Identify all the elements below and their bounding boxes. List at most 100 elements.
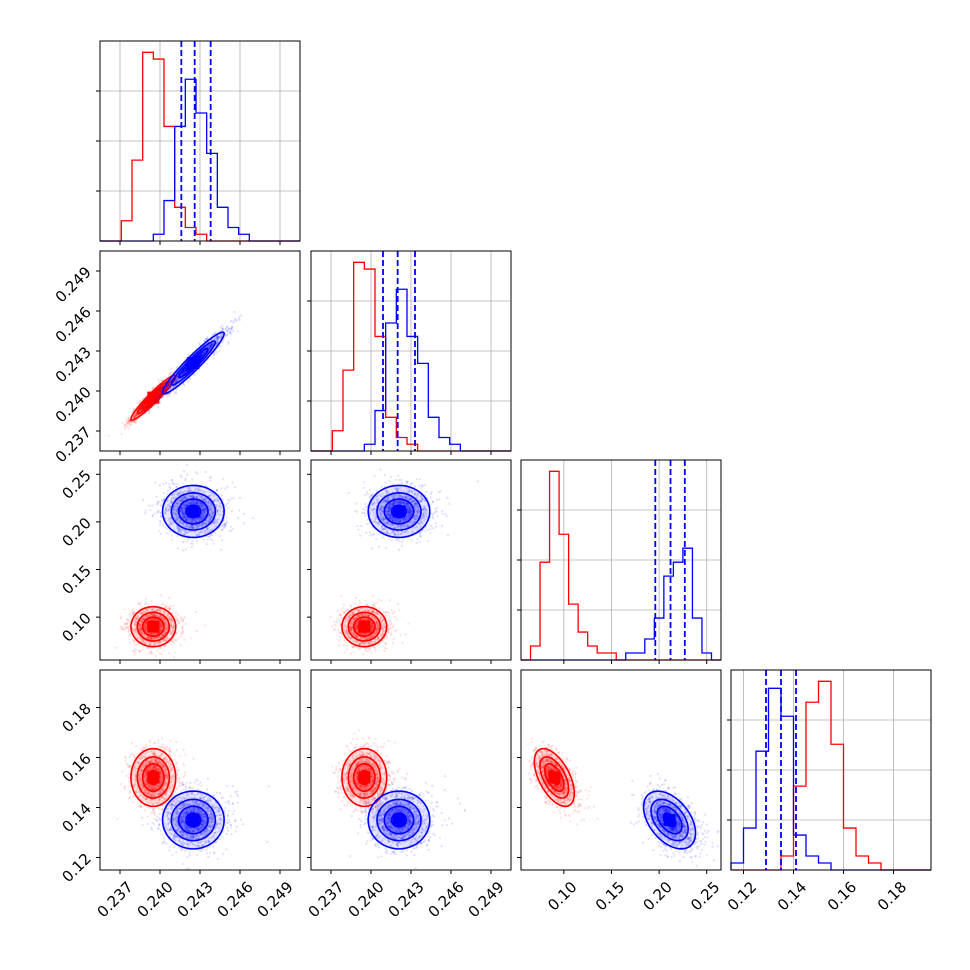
x-tick-label: 0.243 (385, 878, 428, 921)
y-tick-label: 0.237 (52, 423, 95, 466)
contour-series_a (352, 616, 376, 637)
contour-series_a (141, 762, 165, 793)
contour-series_b (662, 812, 677, 828)
y-tick-label: 0.15 (58, 562, 94, 598)
histogram-series_a (731, 680, 931, 871)
y-tick-label: 0.20 (58, 514, 94, 550)
scatter-content (329, 468, 479, 656)
contour-series_a (141, 386, 165, 410)
x-tick-label: 0.10 (544, 878, 580, 914)
contour-series_b (185, 504, 202, 519)
x-tick-label: 0.18 (874, 878, 910, 914)
panel-frame (520, 669, 722, 871)
density-peak-series_a (147, 771, 160, 784)
x-tick-label: 0.14 (774, 878, 810, 914)
y-tick-label: 0.243 (52, 343, 95, 386)
contour-series_b (177, 805, 209, 835)
x-tick-label: 0.240 (345, 878, 388, 921)
contour-series_a (147, 769, 160, 786)
contour-series_b (383, 498, 415, 525)
contour-series_b (170, 492, 217, 531)
contour-series_a (341, 605, 388, 648)
contour-series_a (347, 611, 382, 642)
contour-series_a (347, 756, 382, 799)
y-tick-label: 0.18 (58, 700, 94, 736)
x-tick-label: 0.249 (254, 878, 297, 921)
contour-series_b (376, 492, 422, 531)
contour-series_a (136, 611, 171, 642)
x-tick-label: 0.249 (465, 878, 508, 921)
scatter-panel-3-2 (520, 669, 722, 871)
contour-series_a (130, 747, 177, 808)
scatter-content (116, 737, 271, 870)
contour-series_a (548, 769, 560, 786)
panel-frame (520, 459, 722, 661)
x-tick-label: 0.12 (724, 878, 760, 914)
y-tick-label: 0.246 (52, 303, 95, 346)
histogram-panel-1 (307, 250, 512, 452)
contour-series_b (367, 790, 431, 850)
contour-series_a (358, 621, 371, 633)
contour-series_a (147, 621, 160, 633)
scatter-content (114, 463, 255, 659)
y-tick-label: 0.16 (58, 750, 94, 786)
contour-series_a (539, 756, 570, 799)
x-tick-label: 0.237 (305, 878, 348, 921)
x-tick-label: 0.15 (592, 878, 628, 914)
scatter-content (331, 729, 467, 870)
x-tick-label: 0.246 (425, 878, 468, 921)
y-tick-label: 0.10 (58, 609, 94, 645)
y-tick-label: 0.240 (52, 383, 95, 426)
contour-series_a (136, 756, 171, 799)
scatter-panel-3-1 (310, 669, 512, 871)
contour-series_a (358, 769, 371, 786)
scatter-content (107, 310, 243, 437)
histogram-panel-3 (727, 669, 932, 871)
contour-series_b (161, 790, 225, 850)
density-peak-series_b (187, 505, 200, 518)
panel-frame (730, 669, 932, 871)
histogram-series_a (521, 470, 721, 661)
contour-series_a (136, 380, 171, 415)
contour-series_b (161, 484, 225, 539)
contour-series_b (376, 798, 422, 842)
density-peak-series_b (663, 814, 676, 826)
contour-series_b (642, 790, 697, 850)
contour-series_b (170, 798, 217, 842)
contour-series_b (390, 504, 408, 519)
scatter-panel-2-1 (310, 459, 512, 661)
contour-series_b (170, 340, 217, 386)
scatter-panel-3-0 (99, 669, 301, 871)
density-peak-series_b (393, 814, 405, 826)
histogram-series_b (521, 547, 721, 661)
x-tick-label: 0.246 (214, 878, 257, 921)
x-tick-label: 0.243 (174, 878, 217, 921)
contour-series_a (130, 605, 177, 648)
contour-series_b (383, 805, 415, 835)
density-peak-series_b (187, 814, 200, 826)
y-tick-label: 0.12 (58, 850, 94, 886)
x-tick-label: 0.240 (134, 878, 177, 921)
density-peak-series_b (393, 505, 405, 518)
y-tick-label: 0.14 (58, 800, 94, 836)
contour-series_b (650, 798, 689, 842)
contour-series_b (177, 347, 209, 379)
scatter-content (526, 737, 720, 868)
contour-series_b (367, 484, 431, 539)
contour-series_b (177, 498, 209, 525)
histogram-panel-0 (96, 40, 301, 242)
scatter-panel-2-0 (99, 459, 301, 661)
contour-series_a (141, 616, 165, 637)
contour-series_b (161, 331, 225, 395)
contour-series_a (352, 762, 376, 793)
x-tick-label: 0.25 (687, 878, 723, 914)
contour-series_a (544, 762, 565, 793)
x-tick-label: 0.237 (94, 878, 137, 921)
density-peak-series_a (358, 771, 371, 784)
x-tick-label: 0.20 (639, 878, 675, 914)
contour-series_a (533, 747, 576, 808)
contour-series_b (390, 812, 408, 828)
y-tick-label: 0.249 (52, 263, 95, 306)
scatter-panel-1-0 (99, 250, 301, 452)
